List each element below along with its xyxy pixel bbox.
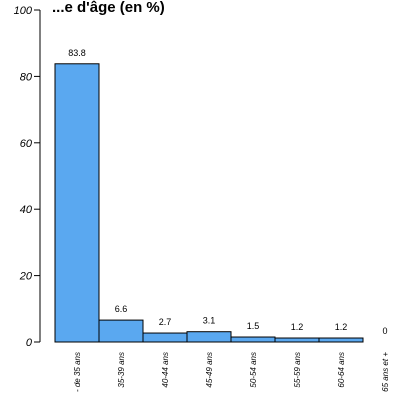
x-tick-label: 35-39 ans <box>117 352 126 388</box>
y-tick-label: 40 <box>20 204 33 216</box>
bar <box>274 337 320 343</box>
bar <box>54 63 100 343</box>
data-label: 3.1 <box>203 316 216 326</box>
x-tick-label: 60-64 ans <box>337 352 346 388</box>
y-axis: 0 20 40 60 80 100 <box>14 5 41 349</box>
x-tick-labels: - de 35 ans 35-39 ans 40-44 ans 45-49 ans 50… <box>73 352 390 392</box>
y-tick-label: 0 <box>26 337 33 349</box>
chart-title: ...e d'âge (en %) <box>52 0 165 16</box>
bar <box>142 332 188 343</box>
bar <box>230 336 276 343</box>
bar <box>98 319 144 343</box>
x-tick-label: 55-59 ans <box>293 352 302 388</box>
data-label: 6.6 <box>115 304 128 314</box>
x-tick-label: 50-54 ans <box>249 352 258 388</box>
y-tick-label: 20 <box>19 271 33 283</box>
data-label: 2.7 <box>159 317 172 327</box>
bar <box>318 337 364 343</box>
y-tick-label: 100 <box>14 5 33 17</box>
data-label: 1.2 <box>291 322 304 332</box>
data-label: 1.5 <box>247 321 260 331</box>
data-label: 83.8 <box>68 48 86 58</box>
x-tick-label: 65 ans et + <box>381 352 390 392</box>
x-tick-label: 45-49 ans <box>205 352 214 388</box>
bar <box>186 331 232 343</box>
y-tick-label: 80 <box>20 71 33 83</box>
data-label: 1.2 <box>335 322 348 332</box>
data-label: 0 <box>382 326 387 336</box>
x-tick-label: 40-44 ans <box>161 352 170 388</box>
bars <box>54 63 364 343</box>
x-tick-label: - de 35 ans <box>73 352 82 392</box>
y-tick-label: 60 <box>20 138 33 150</box>
value-labels: 83.8 6.6 2.7 3.1 1.5 1.2 1.2 0 <box>68 48 387 336</box>
